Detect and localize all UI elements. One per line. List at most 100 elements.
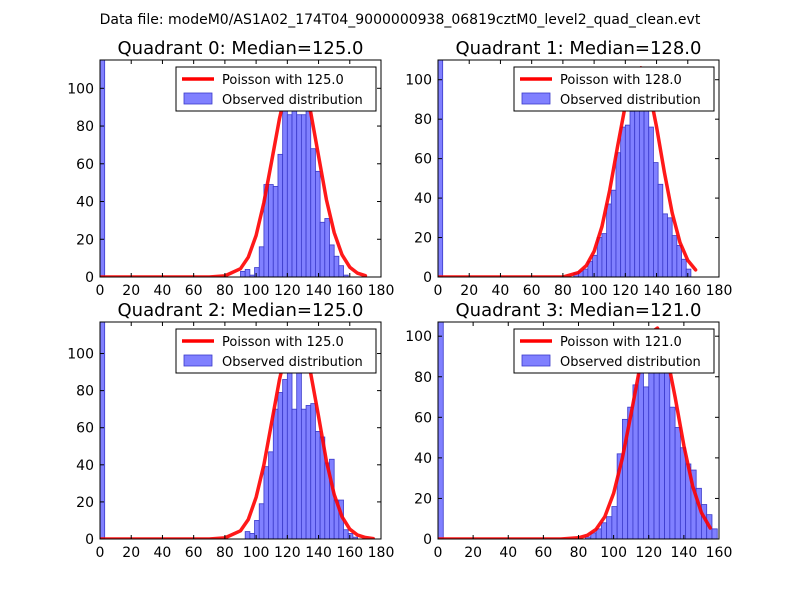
x-tick-label: 40: [154, 545, 172, 561]
histogram-bar: [653, 347, 660, 539]
histogram-bar: [648, 126, 654, 277]
histogram-bar: [667, 217, 673, 277]
x-tick-label: 20: [122, 545, 140, 561]
histogram-bar: [100, 60, 106, 277]
quadrant-panel-0: 0 20 40 60 80 100 120 140 160 180020406080100Quad…: [67, 38, 394, 299]
y-tick-label: 40: [76, 458, 94, 474]
x-tick-label: 0: [96, 283, 105, 299]
histogram-bar: [300, 114, 307, 277]
legend-observed-label: Observed distribution: [560, 93, 701, 108]
y-tick-label: 20: [76, 495, 94, 511]
x-tick-label: 100: [243, 545, 270, 561]
histogram-bar: [582, 268, 589, 277]
panel-title: Quadrant 2: Median=125.0: [118, 300, 364, 321]
histogram-bar: [601, 233, 608, 277]
histogram-bars: [438, 60, 692, 277]
figure-title: Data file: modeM0/AS1A02_174T04_90000009…: [100, 12, 701, 28]
histogram-bar: [100, 322, 106, 539]
x-tick-label: 160: [674, 283, 701, 299]
x-tick-label: 180: [368, 283, 395, 299]
histogram-bar: [258, 503, 265, 539]
histogram-bar: [258, 246, 265, 277]
legend-observed-swatch: [183, 354, 213, 367]
histogram-bar: [610, 189, 617, 277]
histogram-bar: [244, 531, 251, 539]
poisson-curve: [100, 67, 368, 277]
y-tick-label: 60: [76, 157, 94, 173]
x-tick-label: 40: [154, 283, 172, 299]
histogram-bar: [291, 408, 298, 539]
histogram-bar: [658, 362, 665, 539]
x-tick-label: 100: [600, 545, 627, 561]
histogram-bar: [291, 82, 298, 277]
legend-observed-swatch: [183, 92, 213, 105]
histogram-bar: [324, 218, 330, 277]
y-tick-label: 60: [414, 410, 432, 426]
x-tick-label: 60: [523, 283, 541, 299]
histogram-bar: [615, 152, 622, 277]
histogram-bar: [277, 392, 284, 539]
x-tick-label: 60: [185, 545, 203, 561]
histogram-bar: [611, 506, 618, 539]
histogram-bar: [600, 522, 607, 539]
histogram-bar: [240, 270, 246, 277]
x-tick-label: 60: [534, 545, 552, 561]
quadrant-panel-1: 0 20 40 60 80 100 120 140 160 180020406080100Quad…: [405, 38, 732, 299]
histogram-bar: [329, 244, 335, 277]
y-tick-label: 100: [67, 347, 94, 363]
panel-title: Quadrant 3: Median=121.0: [456, 300, 702, 321]
axes-frame: [437, 59, 720, 278]
x-tick-label: 0: [96, 545, 105, 561]
histogram-bar: [620, 126, 626, 277]
histogram-bar: [272, 186, 279, 277]
x-tick-label: 120: [274, 283, 301, 299]
histogram-bar: [315, 170, 321, 277]
histogram-bar: [653, 162, 659, 277]
poisson-curve: [438, 326, 712, 539]
histogram-bar: [606, 516, 613, 539]
histogram-bar: [305, 103, 312, 277]
histogram-bar: [310, 403, 316, 539]
y-tick-label: 40: [414, 191, 432, 207]
histogram-bar: [629, 110, 636, 277]
y-tick-label: 80: [76, 384, 94, 400]
histogram-bar: [338, 265, 344, 277]
histogram-bar: [679, 447, 687, 539]
histogram-bar: [286, 347, 293, 539]
legend: Poisson with 121.0 Observed distribution: [513, 328, 715, 374]
x-tick-label: 80: [216, 283, 234, 299]
histogram-bar: [347, 533, 354, 539]
x-tick-label: 100: [243, 283, 270, 299]
histogram-bar: [315, 431, 321, 539]
panel-title: Quadrant 0: Median=125.0: [118, 38, 364, 59]
y-tick-label: 40: [414, 451, 432, 467]
histogram-bar: [319, 221, 326, 277]
y-tick-label: 0: [423, 270, 432, 286]
legend: Poisson with 125.0 Observed distribution: [175, 66, 377, 112]
y-tick-label: 60: [76, 421, 94, 437]
histogram-bar: [282, 379, 288, 539]
histogram-bar: [681, 258, 687, 277]
histogram-bar: [671, 235, 678, 277]
histogram-bar: [643, 386, 650, 539]
histogram-bar: [268, 184, 274, 277]
histogram-bar: [300, 408, 307, 539]
y-tick-label: 20: [414, 231, 432, 247]
histogram-bar: [282, 89, 288, 277]
x-tick-label: 80: [570, 545, 588, 561]
legend-observed-label: Observed distribution: [222, 355, 363, 370]
histogram-bar: [277, 153, 284, 277]
histogram-bar: [272, 408, 279, 539]
legend-observed-label: Observed distribution: [222, 93, 363, 108]
histogram-bar: [305, 405, 312, 539]
histogram-bar: [669, 406, 676, 539]
y-tick-label: 20: [76, 232, 94, 248]
histogram-bar: [249, 533, 255, 539]
histogram-bar: [254, 267, 260, 277]
histogram-bar: [674, 427, 681, 539]
legend: Poisson with 125.0 Observed distribution: [175, 328, 377, 374]
histogram-bar: [254, 520, 260, 539]
x-tick-label: 140: [643, 283, 670, 299]
histogram-bar: [438, 60, 444, 277]
x-tick-label: 120: [635, 545, 662, 561]
